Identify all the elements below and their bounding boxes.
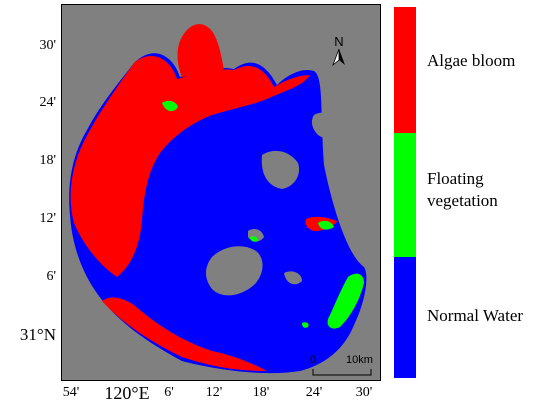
algae-bloom-north-lobe <box>177 24 224 77</box>
scale-start-label: 0 <box>310 354 317 366</box>
island-northeast <box>311 112 340 138</box>
scale-line <box>312 369 372 376</box>
algae-bloom-south <box>102 297 267 371</box>
vegetation-east <box>318 220 334 230</box>
lon-label-12: 12' <box>205 385 223 400</box>
lake-map <box>69 24 367 374</box>
north-label: N <box>334 34 344 49</box>
island-east <box>261 150 300 189</box>
map-frame: N 0 10km <box>61 4 381 381</box>
scale-end-label: 10km <box>346 354 373 366</box>
lat-label-30: 30' <box>39 38 56 53</box>
legend-label-water: Normal Water <box>427 306 524 325</box>
lon-label-54: 54' <box>62 385 80 400</box>
algae-bloom-region <box>70 56 310 277</box>
lat-label-18: 18' <box>39 153 56 168</box>
vegetation-southeast <box>327 273 364 329</box>
lat-label-6: 6' <box>46 269 56 284</box>
vegetation-north <box>162 100 178 112</box>
lon-label-30: 30' <box>355 385 373 400</box>
lat-label-12: 12' <box>39 211 56 226</box>
vegetation-bay <box>250 236 258 242</box>
legend-swatch-water <box>394 257 416 378</box>
legend-label-vegetation-line2: vegetation <box>427 191 498 210</box>
legend-label-vegetation-line1: Floating <box>427 169 484 188</box>
vegetation-south <box>302 322 309 328</box>
lat-label-31n: 31°N <box>19 325 56 344</box>
legend-color-bar <box>394 7 416 378</box>
legend-label-algae: Algae bloom <box>427 51 516 70</box>
lat-label-24: 24' <box>39 95 56 110</box>
legend-swatch-vegetation <box>394 133 416 257</box>
north-arrow: N <box>330 35 348 71</box>
lon-label-6: 6' <box>164 385 174 400</box>
legend-swatch-algae <box>394 7 416 133</box>
lon-label-120e: 120°E <box>104 383 150 403</box>
north-arrow-icon <box>332 48 345 67</box>
island-large <box>206 246 263 296</box>
island-small-2 <box>284 271 302 285</box>
lon-label-24: 24' <box>305 385 323 400</box>
lon-label-18: 18' <box>252 385 270 400</box>
